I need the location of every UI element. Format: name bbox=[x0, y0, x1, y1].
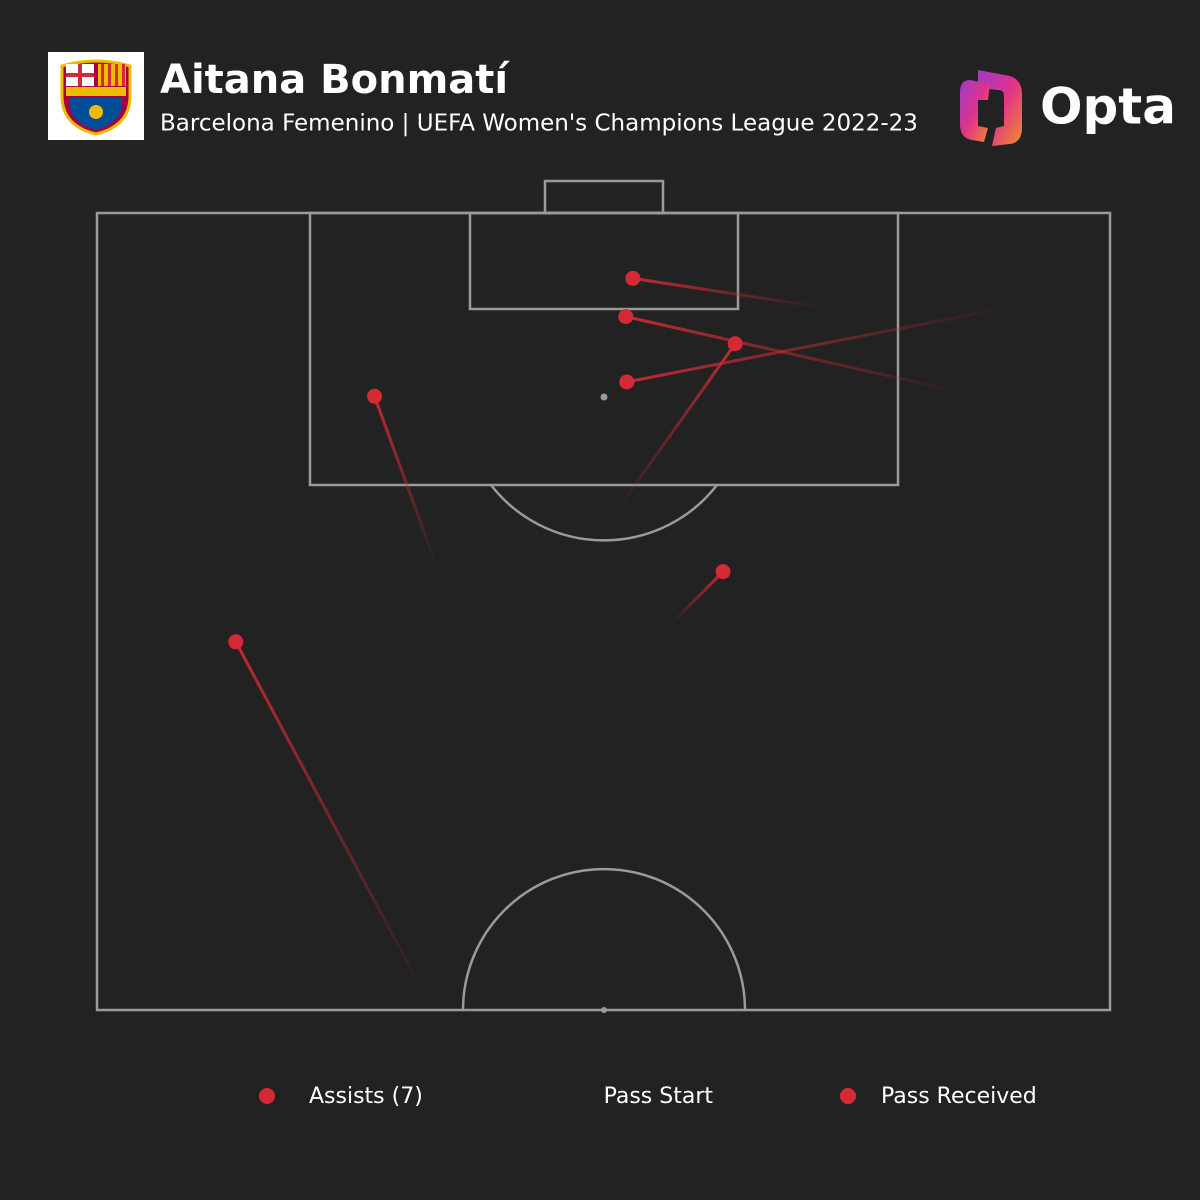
subtitle: Barcelona Femenino | UEFA Women's Champi… bbox=[160, 111, 918, 137]
pass-received bbox=[727, 336, 743, 352]
pass-line bbox=[626, 305, 1011, 384]
pass-received bbox=[367, 388, 383, 404]
pass-received bbox=[619, 374, 635, 390]
legend-marker bbox=[840, 1088, 856, 1104]
legend-label: Pass Start bbox=[604, 1084, 714, 1109]
pass-line bbox=[234, 641, 427, 997]
legend-label: Assists (7) bbox=[309, 1084, 423, 1109]
legend-label: Pass Received bbox=[881, 1084, 1037, 1109]
pass-received bbox=[618, 309, 634, 325]
pass-received bbox=[715, 564, 731, 580]
pass-line bbox=[373, 395, 439, 569]
pitch bbox=[95, 179, 1112, 1013]
legend: Assists (7) Pass Start Pass Received bbox=[259, 1084, 1037, 1109]
pass-line bbox=[625, 315, 966, 395]
passes bbox=[228, 270, 1011, 997]
pass-received bbox=[625, 270, 641, 286]
legend-marker bbox=[259, 1088, 275, 1104]
pass-received bbox=[228, 634, 244, 650]
club-crest bbox=[48, 52, 144, 140]
pass-line bbox=[671, 570, 725, 624]
brand-text: Opta bbox=[1040, 78, 1176, 136]
title: Aitana Bonmatí bbox=[160, 57, 510, 103]
pass-line bbox=[632, 276, 821, 309]
brand-logo bbox=[960, 70, 1022, 146]
pass-line bbox=[616, 342, 737, 511]
